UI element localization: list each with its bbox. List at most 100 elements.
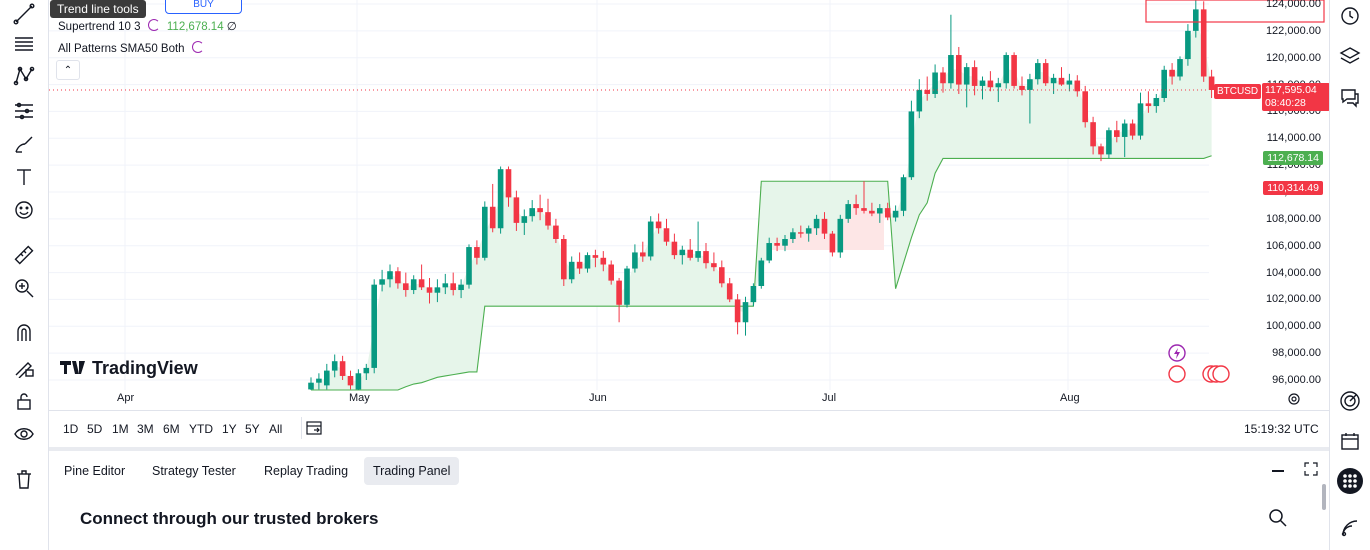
candle	[403, 272, 409, 297]
candle-body	[600, 257, 607, 265]
candle	[892, 205, 899, 222]
lock-drawing-icon[interactable]	[10, 353, 38, 381]
candle	[1208, 69, 1215, 98]
candle	[1193, 0, 1199, 38]
candle	[347, 370, 354, 390]
red-level-price-label: 110,314.49	[1263, 181, 1323, 195]
candle-body	[837, 218, 844, 253]
candle-body	[584, 255, 591, 269]
range-5y[interactable]: 5Y	[245, 422, 260, 436]
candle	[1153, 93, 1160, 113]
candle	[1035, 59, 1041, 85]
event-icons[interactable]	[1168, 344, 1230, 383]
fib-icon[interactable]	[10, 30, 38, 58]
clock-utc[interactable]: 15:19:32 UTC	[1244, 422, 1319, 436]
tab-trading-panel[interactable]: Trading Panel	[364, 457, 460, 485]
chat-icon[interactable]	[1337, 84, 1363, 110]
range-5d[interactable]: 5D	[87, 422, 103, 436]
forecast-icon[interactable]	[10, 96, 38, 124]
scrollbar[interactable]	[1322, 484, 1326, 510]
range-1m[interactable]: 1M	[112, 422, 129, 436]
supertrend-legend[interactable]: Supertrend 10 3 112,678.14 ∅	[58, 19, 237, 33]
candle	[1082, 85, 1088, 128]
selection-rect[interactable]	[1145, 0, 1325, 23]
candle-body	[774, 243, 780, 246]
pattern-icon[interactable]	[10, 62, 38, 90]
candle	[956, 46, 962, 94]
range-ytd[interactable]: YTD	[189, 422, 213, 436]
candle-body	[782, 239, 788, 246]
patterns-legend[interactable]: All Patterns SMA50 Both	[58, 41, 204, 55]
buy-button[interactable]: BUY	[165, 0, 242, 14]
range-1d[interactable]: 1D	[63, 422, 79, 436]
candle-body	[521, 216, 528, 223]
range-6m[interactable]: 6M	[163, 422, 180, 436]
candle	[1145, 91, 1152, 113]
clock-icon[interactable]	[1337, 3, 1363, 29]
candle-body	[813, 218, 820, 229]
refresh-icon[interactable]	[191, 41, 204, 53]
goto-date-icon[interactable]	[305, 419, 323, 437]
refresh-icon[interactable]	[147, 19, 160, 31]
target-icon[interactable]	[1337, 388, 1363, 414]
maximize-icon[interactable]	[1303, 461, 1319, 477]
range-all[interactable]: All	[269, 422, 283, 436]
brush-icon[interactable]	[10, 130, 38, 158]
zoom-in-icon[interactable]	[10, 274, 38, 302]
candle	[671, 233, 678, 260]
candle	[489, 183, 496, 233]
candle-body	[853, 204, 859, 209]
price-tick: 106,000.00	[1265, 240, 1321, 252]
candle-body	[892, 210, 899, 218]
minimize-icon[interactable]	[1272, 470, 1284, 472]
supertrend-name: Supertrend 10 3	[58, 21, 141, 33]
axis-settings-icon[interactable]	[1286, 391, 1302, 407]
candle	[1121, 119, 1128, 158]
text-icon[interactable]	[10, 163, 38, 191]
collapse-legend-button[interactable]: ⌃	[56, 60, 80, 80]
candle	[726, 277, 733, 303]
trend-line-icon[interactable]	[10, 0, 38, 28]
candle	[853, 194, 859, 215]
magnet-icon[interactable]	[10, 319, 38, 347]
candle-body	[1114, 130, 1120, 137]
candle	[576, 252, 583, 274]
candle	[971, 60, 978, 96]
candle-body	[924, 89, 930, 94]
candle-body	[798, 232, 804, 234]
candle	[687, 239, 693, 261]
price-axis[interactable]: 124,000.00 122,000.00 120,000.00 118,000…	[1209, 0, 1329, 410]
time-axis[interactable]: Apr May Jun Jul Aug	[49, 390, 1209, 408]
candle-body	[687, 249, 693, 258]
candle	[521, 209, 528, 235]
price-chart[interactable]: TradingView	[49, 0, 1329, 410]
price-tick: 114,000.00	[1266, 132, 1321, 144]
range-1y[interactable]: 1Y	[222, 422, 237, 436]
layers-icon[interactable]	[1337, 43, 1363, 69]
search-icon[interactable]	[1268, 508, 1288, 528]
candle-body	[395, 271, 401, 284]
candle	[640, 241, 646, 262]
lock-icon[interactable]	[10, 387, 38, 415]
emoji-icon[interactable]	[10, 196, 38, 224]
signal-icon[interactable]	[1337, 515, 1363, 541]
tab-strategy-tester[interactable]: Strategy Tester	[152, 464, 236, 478]
candle	[371, 279, 377, 374]
candles	[308, 0, 1215, 390]
candle-body	[1058, 77, 1065, 85]
candle-body	[956, 55, 962, 85]
candle-body	[387, 271, 393, 280]
candle	[734, 294, 741, 335]
tab-pine-editor[interactable]: Pine Editor	[64, 464, 126, 478]
trash-icon[interactable]	[10, 465, 38, 493]
ruler-icon[interactable]	[10, 241, 38, 269]
candle-body	[545, 212, 551, 226]
calendar-icon[interactable]	[1337, 428, 1363, 454]
candle-body	[1074, 80, 1081, 92]
candle-body	[308, 382, 314, 390]
candle-body	[426, 287, 433, 293]
eye-icon[interactable]	[10, 420, 38, 448]
range-3m[interactable]: 3M	[137, 422, 154, 436]
apps-icon[interactable]	[1337, 468, 1363, 494]
tab-replay-trading[interactable]: Replay Trading	[264, 464, 349, 478]
